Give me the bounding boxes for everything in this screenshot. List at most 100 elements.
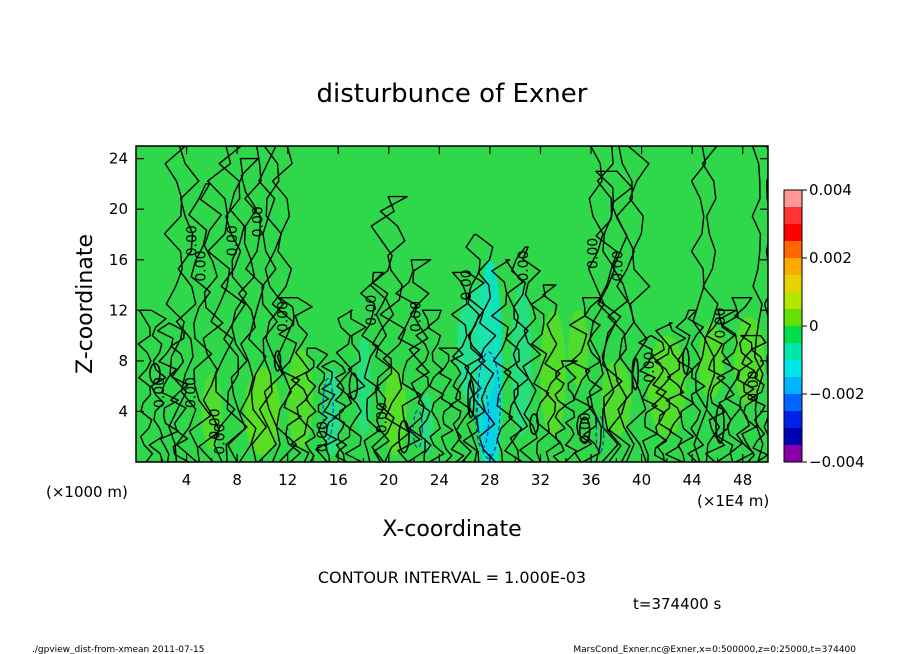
colorbar-swatch [784, 343, 802, 361]
colorbar-swatch [784, 207, 802, 225]
contour-line [278, 297, 313, 462]
x-tick-label: 8 [232, 471, 242, 489]
field-patch [601, 360, 632, 437]
colorbar-tick-label: −0.002 [809, 385, 865, 403]
contour-line [244, 146, 278, 462]
contour-blob [348, 372, 359, 400]
contour-label: 0.00 [276, 301, 292, 332]
contour-blob [529, 413, 539, 435]
x-tick-label: 4 [182, 471, 192, 489]
x-tick-label: 16 [329, 471, 348, 489]
contour-line [321, 360, 348, 462]
negative-contour [595, 415, 605, 453]
contour-label: 0.00 [408, 301, 424, 332]
x-tick-label: 40 [632, 471, 651, 489]
contour-label: 0.00 [315, 421, 331, 452]
contour-label: 0.00 [207, 409, 223, 440]
contour-line [654, 322, 687, 462]
x-tick-label: 20 [379, 471, 398, 489]
contour-line [188, 183, 224, 462]
contour-line [227, 157, 259, 462]
footer-left: ./gpview_dist-from-xmean 2011-07-15 [32, 645, 204, 654]
x-tick-label: 48 [733, 471, 752, 489]
y-tick-label: 12 [109, 301, 128, 319]
colorbar-swatch [784, 190, 802, 208]
contour-blob [398, 419, 410, 454]
colorbar-swatch [784, 241, 802, 259]
y-tick-label: 4 [118, 402, 128, 420]
negative-contour [476, 351, 501, 459]
negative-contour [322, 378, 334, 440]
contour-label: 0.00 [459, 269, 475, 300]
contour-label: 0.00 [194, 251, 210, 282]
contour-line [163, 146, 200, 462]
field-patch [457, 285, 498, 412]
plot-frame [135, 145, 769, 463]
contour-blob [273, 350, 282, 372]
colorbar-swatch [784, 326, 802, 344]
colorbar: 0.004 0.002 0 −0.002 −0.004 [783, 181, 865, 471]
contour-line [450, 271, 485, 462]
contour-line [395, 259, 432, 462]
colorbar-swatch [784, 411, 802, 429]
contour-label: 0.00 [185, 225, 201, 256]
colorbar-swatch [784, 275, 802, 293]
contour-line [595, 170, 633, 462]
field-patch [647, 335, 686, 437]
negative-contour [475, 386, 490, 449]
colorbar-tick-label: −0.004 [809, 453, 865, 471]
time-label: t=374400 s [633, 595, 721, 613]
plot-area: 0.000.000.000.000.000.000.000.000.000.00… [109, 145, 769, 489]
contour-label: 0.00 [364, 295, 380, 326]
contour-blob [149, 362, 161, 385]
colorbar-swatch [784, 394, 802, 412]
contour-line [335, 309, 367, 462]
contour-line [137, 309, 167, 462]
contour-line [304, 347, 330, 462]
contour-line [552, 360, 578, 462]
contour-label: 0.00 [578, 412, 594, 443]
colorbar-swatch [784, 377, 802, 395]
x-tick-label: 44 [683, 471, 702, 489]
contour-line [438, 347, 465, 462]
contour-label: 0.00 [152, 377, 168, 408]
field-patch [540, 310, 566, 437]
contour-line [415, 309, 445, 462]
colorbar-swatch [784, 292, 802, 310]
contour-label: 0.00 [713, 307, 729, 338]
colorbar-swatch [784, 428, 802, 446]
colorbar-tick-label: 0 [809, 317, 819, 335]
x-tick-label: 28 [480, 471, 499, 489]
y-tick-label: 16 [109, 251, 128, 269]
contour-label: 0.00 [374, 402, 390, 433]
contour-line [721, 297, 755, 462]
colorbar-swatch [784, 445, 802, 463]
colorbar-swatch [784, 258, 802, 276]
contour-blob [715, 404, 725, 444]
contour-blob [578, 416, 591, 445]
y-axis-label: Z-coordinate [73, 234, 98, 374]
contour-label: 0.00 [250, 206, 266, 237]
colorbar-swatch [784, 360, 802, 378]
chart-title: disturbunce of Exner [317, 79, 588, 109]
field-patch [323, 367, 341, 456]
negative-contour [412, 409, 423, 449]
contour-label: 0.00 [585, 238, 601, 269]
contour-line [465, 233, 497, 462]
contour-line [263, 146, 297, 462]
contour-label: 0.00 [516, 251, 532, 282]
contour-label: 0.00 [642, 352, 658, 383]
contour-label: 0.00 [225, 225, 241, 256]
contour-line [616, 146, 651, 462]
x-tick-label: 32 [531, 471, 550, 489]
contour-line [509, 246, 542, 462]
contour-label: 0.00 [183, 377, 199, 408]
contour-label: 0.00 [611, 251, 627, 282]
contour-line [690, 146, 721, 462]
contour-line [638, 334, 668, 462]
x-unit-label: (×1E4 m) [697, 492, 769, 510]
z-unit-label: (×1000 m) [46, 483, 128, 501]
x-axis-label: X-coordinate [382, 517, 521, 542]
colorbar-swatch [784, 309, 802, 327]
